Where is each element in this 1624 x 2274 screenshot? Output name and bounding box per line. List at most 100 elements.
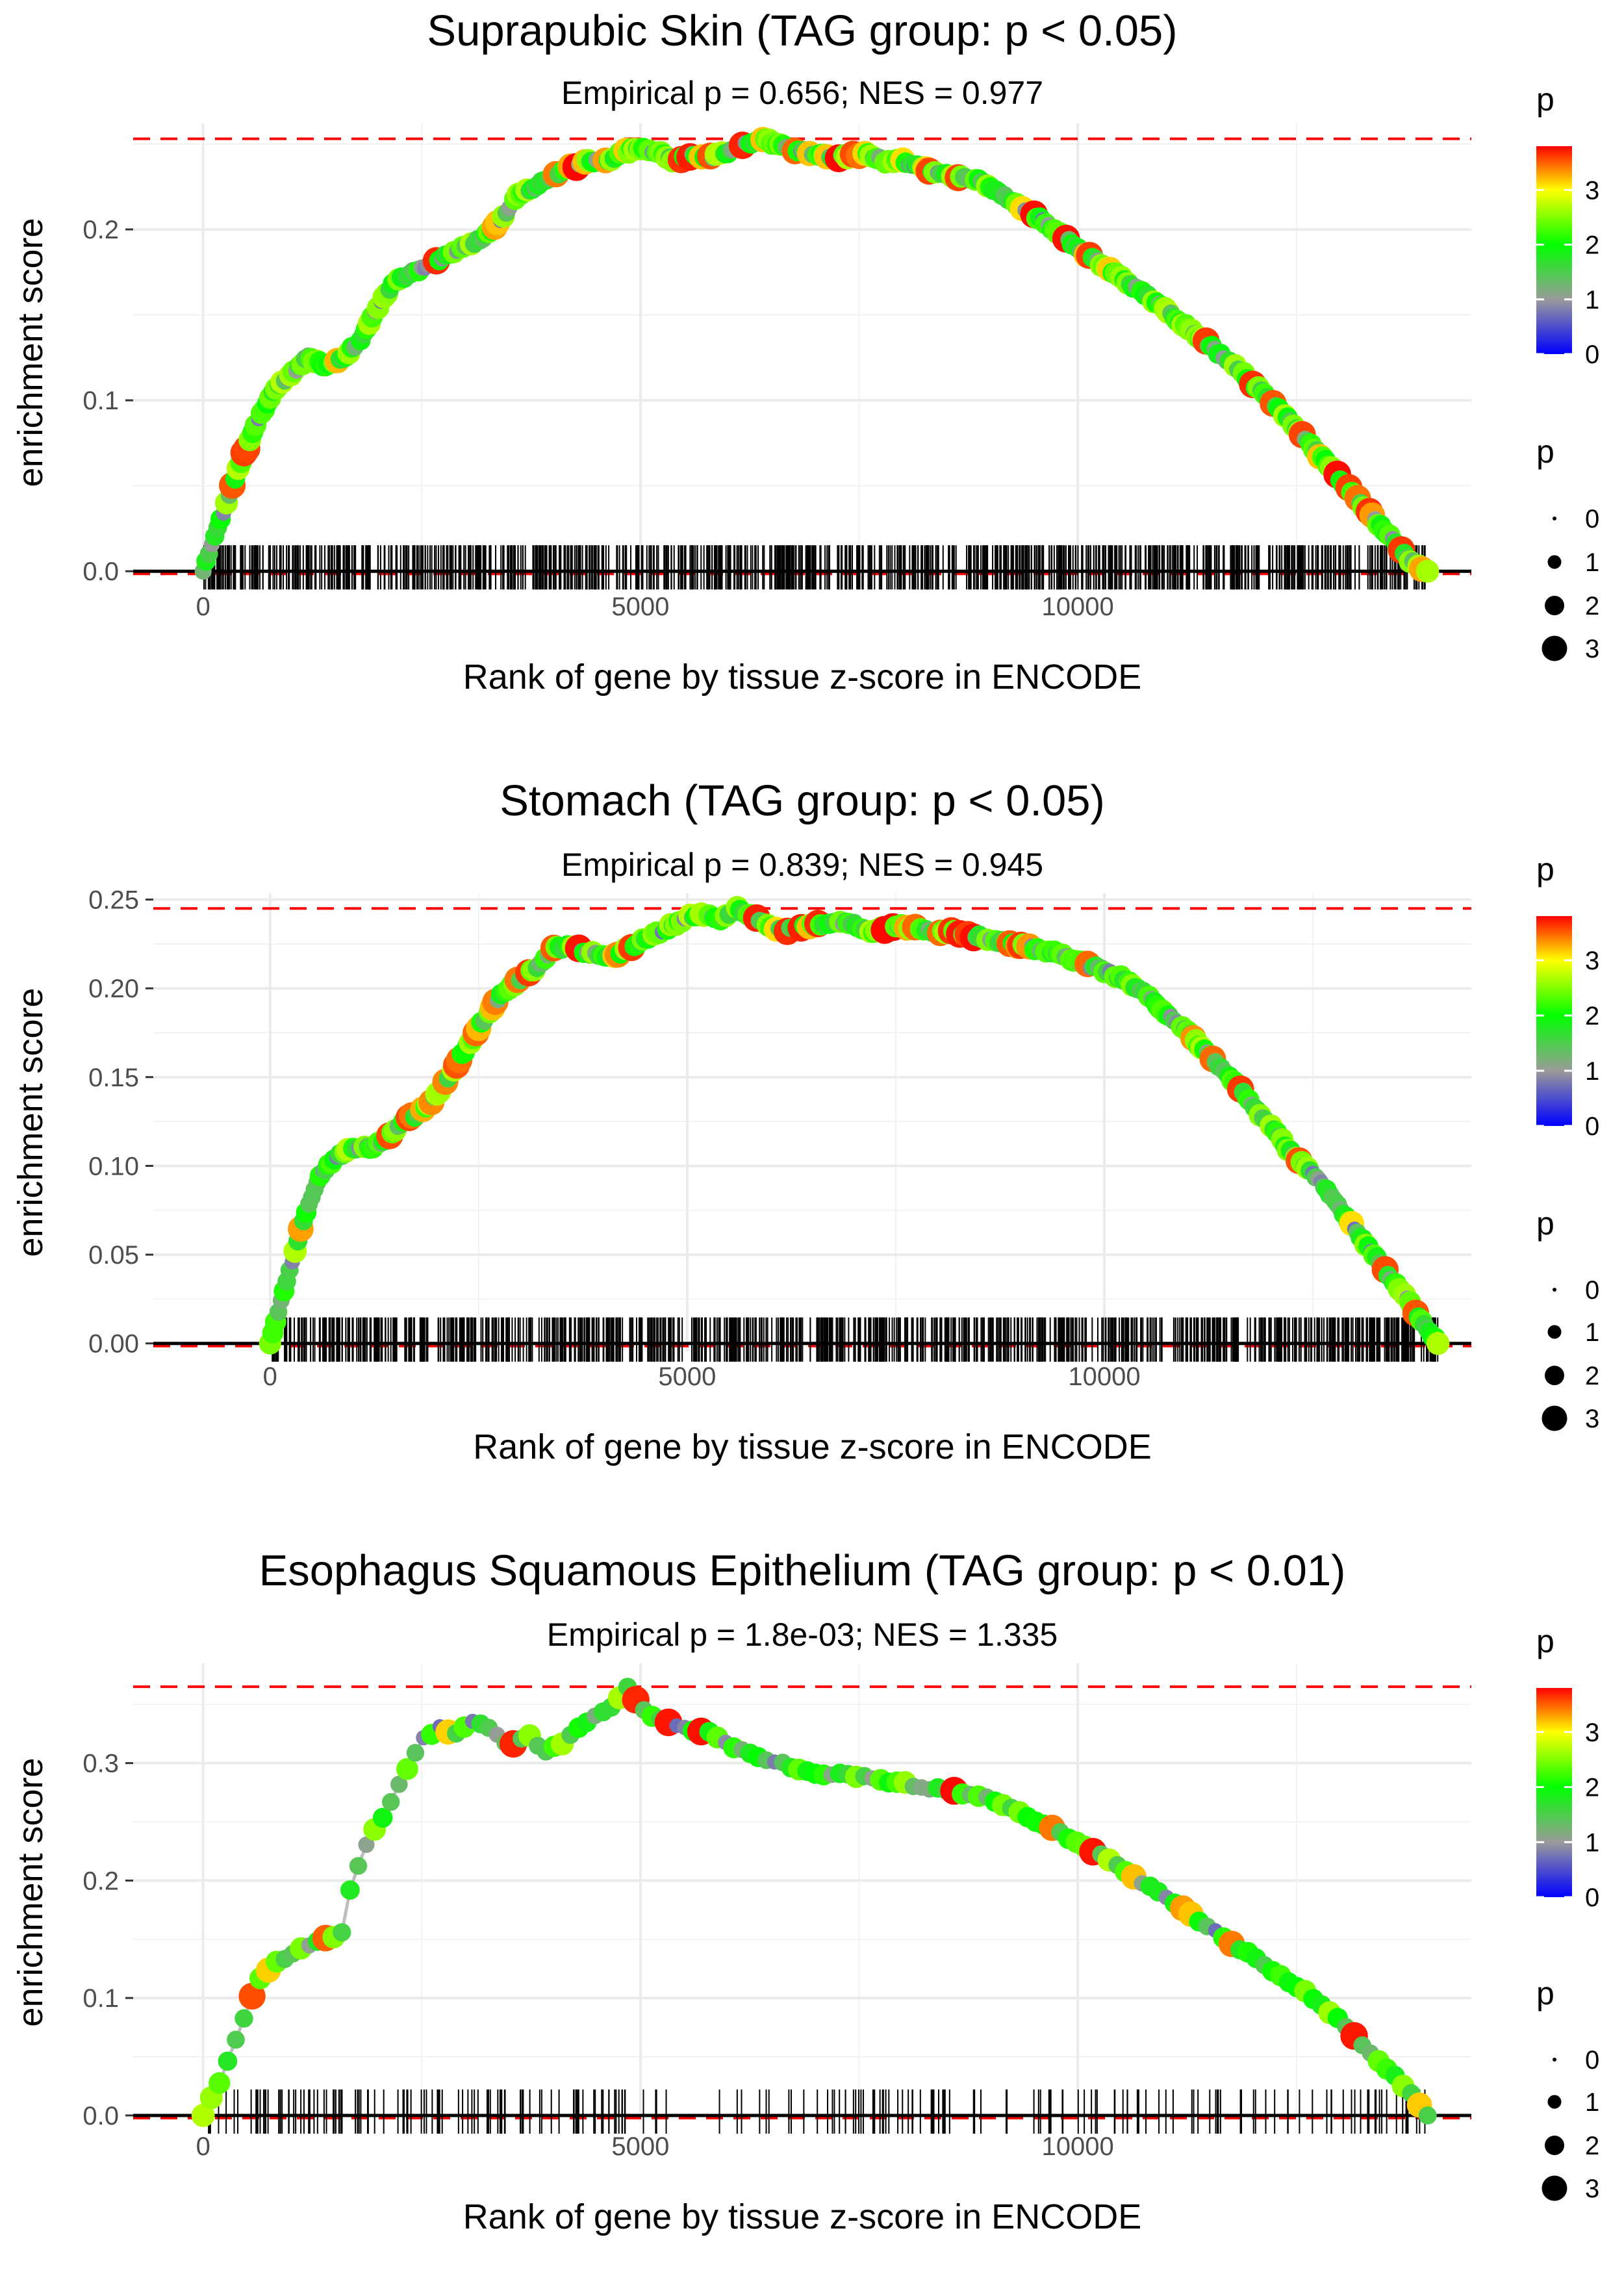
size-legend-key bbox=[1542, 1405, 1567, 1431]
chart-title: Esophagus Squamous Epithelium (TAG group… bbox=[259, 1546, 1346, 1595]
y-tick-label: 0.15 bbox=[88, 1064, 139, 1092]
colorbar-tick-label: 1 bbox=[1585, 1057, 1599, 1086]
es-point bbox=[406, 1744, 425, 1762]
color-legend: p 0 1 2 3 bbox=[1536, 1623, 1599, 1912]
es-point bbox=[396, 1757, 418, 1780]
color-legend-title: p bbox=[1536, 851, 1554, 888]
y-axis-label: enrichment score bbox=[11, 218, 50, 487]
size-legend-label: 1 bbox=[1585, 2088, 1599, 2117]
colorbar bbox=[1536, 1688, 1572, 1897]
es-point bbox=[227, 2030, 245, 2049]
es-series bbox=[194, 127, 1440, 583]
y-tick-label: 0.10 bbox=[88, 1152, 139, 1181]
y-axis-label: enrichment score bbox=[11, 1757, 50, 2026]
x-tick-label: 10000 bbox=[1042, 2132, 1114, 2161]
chart-subtitle: Empirical p = 0.656; NES = 0.977 bbox=[561, 75, 1043, 111]
y-tick-label: 0.25 bbox=[88, 886, 139, 915]
y-tick-label: 0.20 bbox=[88, 975, 139, 1003]
size-legend-key bbox=[1553, 1288, 1556, 1292]
colorbar-tick-label: 3 bbox=[1585, 1718, 1599, 1747]
grid bbox=[133, 1663, 1471, 2121]
es-point bbox=[372, 1808, 393, 1828]
x-tick-label: 10000 bbox=[1042, 593, 1114, 621]
x-axis-label: Rank of gene by tissue z-score in ENCODE bbox=[463, 658, 1141, 696]
colorbar bbox=[1536, 146, 1572, 354]
chart-panel-3: Esophagus Squamous Epithelium (TAG group… bbox=[11, 1546, 1599, 2236]
es-point bbox=[1418, 2106, 1437, 2125]
chart-title: Stomach (TAG group: p < 0.05) bbox=[500, 776, 1105, 825]
size-legend-key bbox=[1545, 1366, 1564, 1385]
chart-panel-2: Stomach (TAG group: p < 0.05) Empirical p… bbox=[11, 776, 1599, 1466]
es-point bbox=[218, 2051, 238, 2071]
gene-rug bbox=[272, 1317, 1439, 1362]
colorbar-tick-label: 0 bbox=[1585, 1112, 1599, 1141]
y-tick-label: 0.1 bbox=[82, 1984, 119, 2013]
size-legend-key bbox=[1545, 2136, 1564, 2155]
x-tick-label: 5000 bbox=[611, 593, 669, 621]
y-axis-label: enrichment score bbox=[11, 988, 50, 1257]
size-legend-label: 3 bbox=[1585, 635, 1599, 663]
x-axis-label: Rank of gene by tissue z-score in ENCODE bbox=[473, 1427, 1151, 1466]
es-point bbox=[333, 1923, 351, 1942]
size-legend-key bbox=[1547, 2095, 1562, 2109]
size-legend-key bbox=[1547, 1325, 1562, 1339]
colorbar-tick-label: 0 bbox=[1585, 1884, 1599, 1912]
es-line bbox=[201, 1684, 1429, 2117]
es-point bbox=[235, 2009, 253, 2028]
size-legend-key bbox=[1542, 2175, 1567, 2201]
colorbar-tick-label: 3 bbox=[1585, 176, 1599, 205]
x-tick-label: 5000 bbox=[658, 1362, 716, 1391]
x-tick-label: 0 bbox=[263, 1362, 277, 1391]
y-tick-label: 0.3 bbox=[82, 1750, 119, 1778]
gene-rug bbox=[203, 545, 1426, 590]
size-legend-label: 0 bbox=[1585, 1276, 1599, 1305]
y-tick-label: 0.00 bbox=[88, 1330, 139, 1359]
chart-title: Suprapubic Skin (TAG group: p < 0.05) bbox=[427, 6, 1177, 55]
es-point bbox=[382, 1793, 400, 1811]
x-tick-label: 0 bbox=[196, 593, 210, 621]
colorbar-tick-label: 1 bbox=[1585, 1828, 1599, 1857]
colorbar-tick-label: 2 bbox=[1585, 1002, 1599, 1030]
y-tick-label: 0.05 bbox=[88, 1241, 139, 1270]
size-legend-label: 2 bbox=[1585, 592, 1599, 620]
colorbar-tick-label: 3 bbox=[1585, 947, 1599, 975]
size-legend-label: 2 bbox=[1585, 1362, 1599, 1390]
color-legend-title: p bbox=[1536, 1623, 1554, 1659]
size-legend: p 0 1 2 3 bbox=[1536, 1205, 1599, 1433]
size-legend-label: 1 bbox=[1585, 548, 1599, 577]
colorbar bbox=[1536, 916, 1572, 1126]
size-legend: p 0 1 2 3 bbox=[1536, 1975, 1599, 2203]
colorbar-tick-label: 0 bbox=[1585, 340, 1599, 369]
color-legend: p 0 1 2 3 bbox=[1536, 81, 1599, 369]
es-point bbox=[238, 1982, 266, 2010]
size-legend-key bbox=[1547, 555, 1562, 569]
x-tick-label: 5000 bbox=[611, 2132, 669, 2161]
es-point bbox=[390, 1776, 408, 1793]
size-legend-key bbox=[1545, 596, 1564, 615]
size-legend-title: p bbox=[1536, 1975, 1554, 2012]
size-legend-label: 0 bbox=[1585, 2046, 1599, 2075]
colorbar-tick-label: 2 bbox=[1585, 1774, 1599, 1802]
es-point bbox=[1416, 559, 1440, 583]
size-legend-key bbox=[1553, 2058, 1556, 2062]
es-point bbox=[349, 1857, 368, 1875]
es-series bbox=[191, 1678, 1437, 2127]
x-tick-label: 10000 bbox=[1068, 1362, 1140, 1391]
y-tick-label: 0.1 bbox=[82, 387, 119, 415]
size-legend: p 0 1 2 3 bbox=[1536, 433, 1599, 663]
size-legend-key bbox=[1542, 635, 1567, 661]
y-tick-label: 0.0 bbox=[82, 2102, 119, 2130]
y-tick-label: 0.2 bbox=[82, 216, 119, 244]
es-series bbox=[259, 896, 1450, 1355]
es-point bbox=[340, 1880, 360, 1900]
chart-subtitle: Empirical p = 0.839; NES = 0.945 bbox=[561, 847, 1043, 883]
size-legend-label: 3 bbox=[1585, 1405, 1599, 1433]
colorbar-tick-label: 1 bbox=[1585, 286, 1599, 314]
x-axis-label: Rank of gene by tissue z-score in ENCODE bbox=[463, 2197, 1141, 2236]
size-legend-key bbox=[1553, 517, 1556, 520]
size-legend-label: 2 bbox=[1585, 2132, 1599, 2160]
chart-panel-1: Suprapubic Skin (TAG group: p < 0.05) Emp… bbox=[11, 6, 1599, 696]
size-legend-label: 3 bbox=[1585, 2175, 1599, 2203]
colorbar-tick-label: 2 bbox=[1585, 231, 1599, 260]
